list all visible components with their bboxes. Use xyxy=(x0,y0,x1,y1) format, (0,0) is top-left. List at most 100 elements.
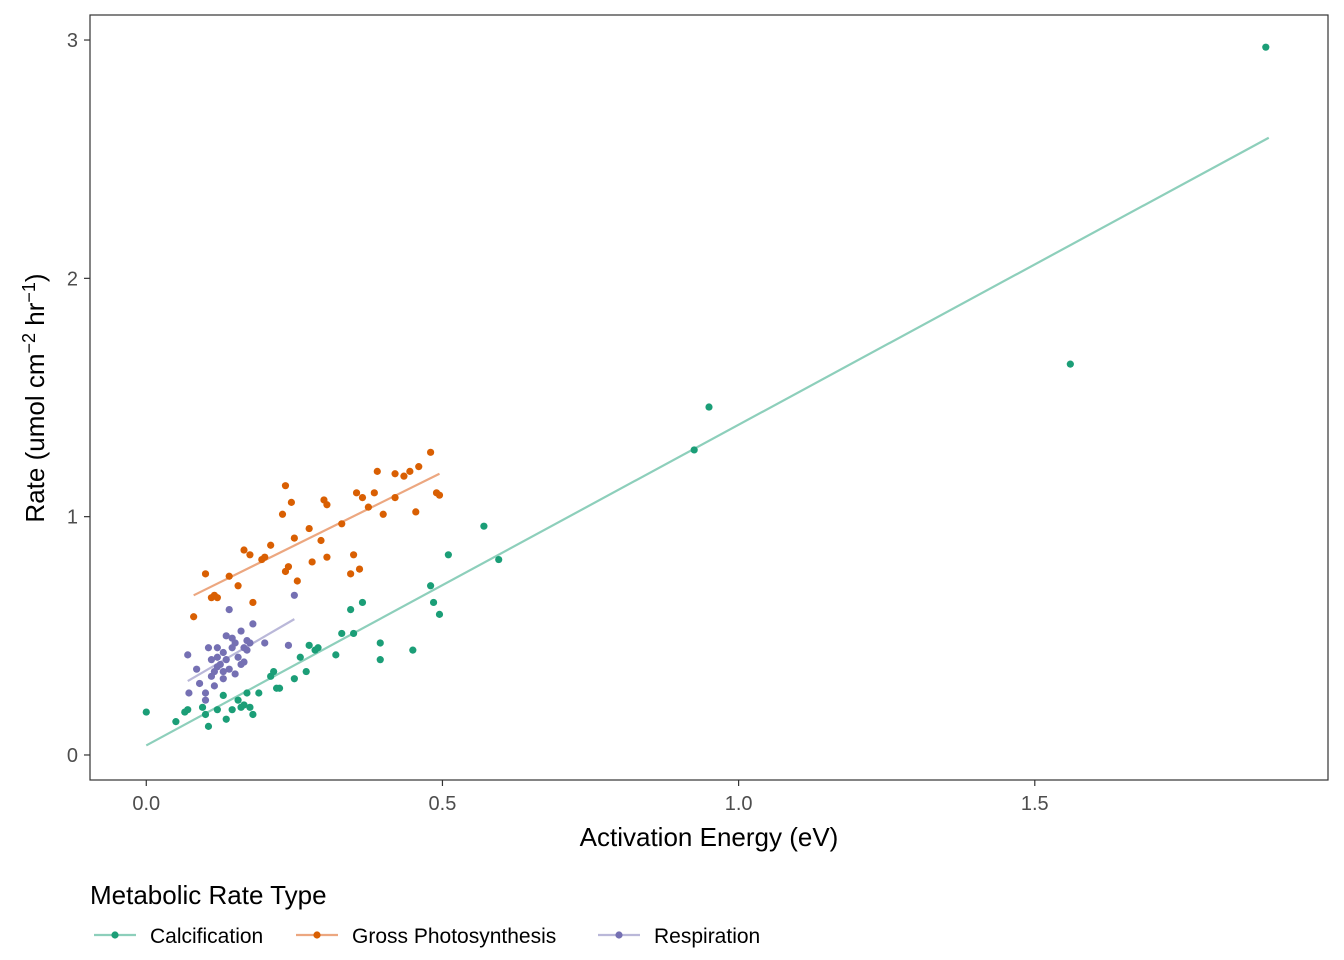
data-point-respiration xyxy=(246,639,254,647)
data-point-calcification xyxy=(705,403,713,411)
data-point-calcification xyxy=(480,522,488,530)
data-point-calcification xyxy=(495,555,503,564)
x-tick-label: 0.0 xyxy=(132,793,160,815)
data-point-gross-photosynthesis xyxy=(287,498,295,506)
data-point-respiration xyxy=(284,641,293,649)
data-point-gross-photosynthesis xyxy=(358,493,367,502)
data-point-respiration xyxy=(216,660,224,669)
data-point-gross-photosynthesis xyxy=(391,470,399,478)
data-point-calcification xyxy=(228,706,236,714)
data-point-calcification xyxy=(376,656,384,664)
data-point-calcification xyxy=(296,653,304,661)
y-tick-label: 3 xyxy=(67,30,78,52)
legend-label: Calcification xyxy=(150,925,263,948)
data-point-calcification xyxy=(142,708,150,716)
y-axis-title-sup-1: −2 xyxy=(19,333,39,354)
data-point-respiration xyxy=(213,653,221,661)
legend-item-respiration: Respiration xyxy=(598,925,760,948)
data-point-gross-photosynthesis xyxy=(355,565,364,573)
data-point-respiration xyxy=(222,656,230,664)
plot-background xyxy=(90,15,1328,780)
data-point-calcification xyxy=(347,606,355,614)
data-point-calcification xyxy=(198,703,207,711)
data-point-calcification xyxy=(429,598,438,607)
data-point-respiration xyxy=(240,658,248,666)
y-tick-label: 1 xyxy=(67,507,78,529)
data-point-gross-photosynthesis xyxy=(190,613,198,621)
y-tick-label: 0 xyxy=(67,745,78,767)
y-axis-title: Rate (umol cm−2 hr−1) xyxy=(19,273,50,522)
data-point-gross-photosynthesis xyxy=(234,582,242,590)
x-tick-label: 1.5 xyxy=(1021,793,1049,815)
data-point-gross-photosynthesis xyxy=(249,598,257,607)
data-point-gross-photosynthesis xyxy=(412,508,420,516)
data-point-respiration xyxy=(219,648,227,657)
data-point-calcification xyxy=(243,689,251,697)
data-point-respiration xyxy=(210,682,218,690)
plot-border xyxy=(89,14,1329,781)
data-point-calcification xyxy=(184,706,192,714)
data-point-gross-photosynthesis xyxy=(400,472,408,480)
x-axis-title: Activation Energy (eV) xyxy=(580,822,839,852)
data-point-calcification xyxy=(240,701,248,709)
legend-key-point xyxy=(313,931,321,939)
data-point-respiration xyxy=(195,679,204,688)
data-point-gross-photosynthesis xyxy=(370,489,378,497)
data-point-gross-photosynthesis xyxy=(201,570,210,578)
data-point-calcification xyxy=(246,703,254,711)
x-tick-label: 1.0 xyxy=(725,793,753,815)
data-point-respiration xyxy=(225,665,233,673)
data-point-respiration xyxy=(249,620,257,628)
data-point-respiration xyxy=(207,656,216,664)
data-point-gross-photosynthesis xyxy=(352,489,361,497)
data-point-gross-photosynthesis xyxy=(347,570,355,578)
data-point-gross-photosynthesis xyxy=(435,491,444,499)
data-point-gross-photosynthesis xyxy=(415,463,423,471)
data-point-calcification xyxy=(444,551,452,559)
data-point-calcification xyxy=(275,684,284,692)
data-point-calcification xyxy=(305,641,313,649)
data-point-calcification xyxy=(204,722,213,730)
x-axis: 0.0 0.5 1.0 1.5 xyxy=(132,780,1049,815)
data-point-calcification xyxy=(270,667,278,676)
data-point-calcification xyxy=(201,710,210,719)
legend-item-calcification: Calcification xyxy=(94,925,263,948)
data-point-respiration xyxy=(185,689,193,697)
data-point-gross-photosynthesis xyxy=(267,541,275,549)
data-point-respiration xyxy=(219,675,227,683)
data-point-respiration xyxy=(231,670,239,678)
data-point-gross-photosynthesis xyxy=(305,524,313,533)
y-axis: 0 1 2 3 xyxy=(67,30,90,767)
data-point-gross-photosynthesis xyxy=(338,520,346,528)
data-point-calcification xyxy=(1262,43,1270,51)
x-tick-label: 0.5 xyxy=(429,793,457,815)
data-point-calcification xyxy=(358,598,367,607)
data-point-calcification xyxy=(172,718,180,726)
data-point-respiration xyxy=(243,646,251,654)
data-point-gross-photosynthesis xyxy=(293,577,301,585)
data-point-gross-photosynthesis xyxy=(225,572,233,580)
legend-key-point xyxy=(615,931,623,939)
data-point-respiration xyxy=(261,639,269,647)
y-tick-label: 2 xyxy=(67,268,78,290)
data-point-calcification xyxy=(426,582,435,590)
data-point-gross-photosynthesis xyxy=(278,510,287,518)
data-point-calcification xyxy=(234,696,242,704)
legend-label: Respiration xyxy=(654,925,760,948)
data-point-respiration xyxy=(237,627,245,635)
data-point-gross-photosynthesis xyxy=(406,467,414,475)
data-point-gross-photosynthesis xyxy=(240,546,248,554)
legend-key-point xyxy=(111,931,119,939)
fit-line-respiration xyxy=(187,618,295,683)
data-point-calcification xyxy=(409,646,417,654)
data-point-gross-photosynthesis xyxy=(213,594,221,602)
data-point-respiration xyxy=(231,639,239,647)
data-point-respiration xyxy=(193,665,201,673)
fit-lines xyxy=(145,136,1270,747)
data-point-gross-photosynthesis xyxy=(379,510,387,518)
data-point-calcification xyxy=(332,651,340,659)
data-point-calcification xyxy=(249,710,257,719)
data-point-respiration xyxy=(201,689,210,697)
legend-title: Metabolic Rate Type xyxy=(90,880,327,910)
data-point-calcification xyxy=(435,610,444,618)
